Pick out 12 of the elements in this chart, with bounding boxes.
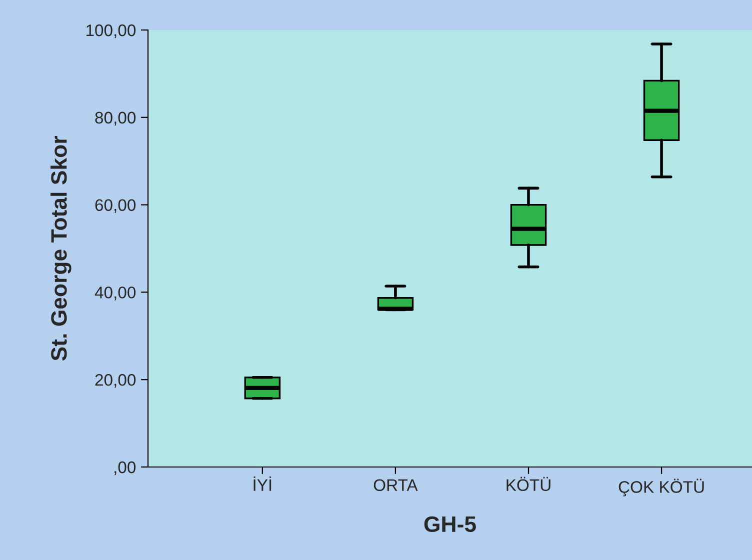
y-tick-label: 40,00 [94,286,136,300]
y-tick-label: 100,00 [86,24,136,38]
x-tick-label: İYİ [254,476,272,491]
y-tick-label: 80,00 [95,112,136,126]
y-tick-label: 60,00 [95,199,136,213]
x-tick-label: KÖTÜ [506,476,550,492]
y-tick-label: ,00 [114,461,136,476]
y-axis-title: St. George Total Skor [50,136,72,361]
x-tick-label: ORTA [374,479,418,492]
x-tick-label: ÇOK KÖTÜ [618,478,704,496]
y-tick-label: 20,00 [95,374,136,388]
x-axis-title: GH-5 [424,516,476,532]
